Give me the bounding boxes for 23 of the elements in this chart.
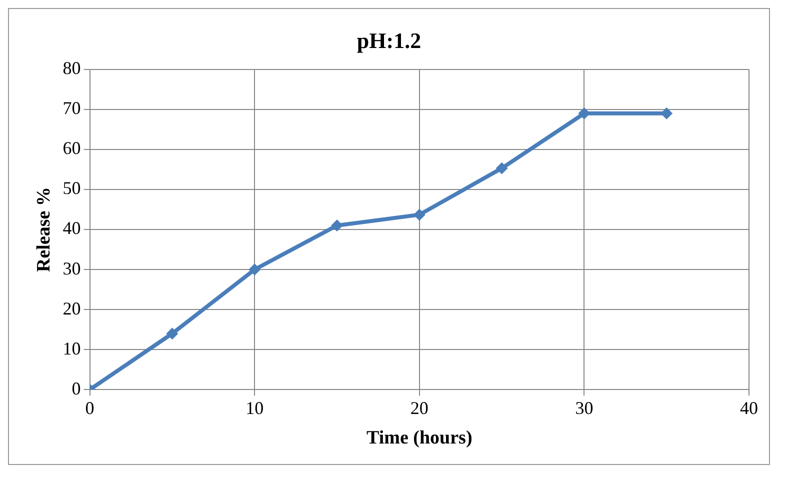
y-tick-label: 30: [62, 258, 81, 278]
x-axis-title: Time (hours): [366, 428, 472, 449]
point: [166, 328, 178, 340]
x-tick-label: 0: [85, 398, 94, 418]
y-tick-label: 40: [62, 218, 81, 238]
y-tick-label: 20: [62, 298, 81, 318]
point: [331, 220, 343, 232]
x-tick-label: 30: [575, 398, 594, 418]
y-tick-label: 10: [62, 338, 81, 358]
point: [248, 264, 261, 276]
y-axis-title: Release %: [33, 187, 54, 272]
y-tick-label: 0: [72, 378, 81, 398]
chart-title: pH:1.2: [356, 28, 422, 53]
x-tick-label: 40: [740, 398, 758, 418]
x-tick-label: 20: [410, 398, 428, 418]
y-tick-label: 50: [62, 178, 81, 198]
point: [496, 162, 508, 174]
point: [413, 208, 426, 221]
y-tick-label: 70: [62, 98, 81, 118]
point: [660, 107, 673, 120]
y-tick-label: 80: [62, 58, 81, 78]
y-tick-label: 60: [62, 138, 81, 158]
x-tick-label: 10: [246, 398, 264, 418]
